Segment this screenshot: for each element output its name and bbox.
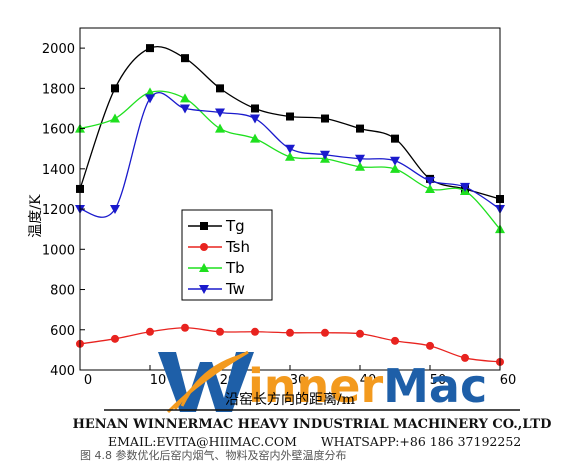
legend-box (181, 209, 273, 301)
legend-label: Tsh (225, 238, 250, 256)
legend-marker (199, 285, 209, 294)
data-point-tsh (286, 328, 294, 337)
data-point-tg (286, 112, 294, 121)
x-tick-label: 40 (360, 373, 377, 388)
data-point-tsh (321, 328, 329, 337)
winnermac-logo: innerMac (158, 350, 487, 414)
data-point-tsh (391, 336, 399, 345)
legend-label: Tb (225, 259, 245, 277)
data-point-tg (181, 54, 189, 63)
brand-logo-text: innerMac (248, 359, 487, 413)
legend-marker (199, 263, 209, 272)
company-name: HENAN WINNERMAC HEAVY INDUSTRIAL MACHINE… (73, 417, 552, 432)
data-point-tw (180, 104, 190, 114)
data-point-tb (215, 123, 225, 133)
data-point-tsh (356, 329, 364, 338)
data-point-tg (251, 104, 259, 113)
data-point-tw (355, 154, 365, 164)
data-point-tw (250, 114, 260, 124)
data-point-tb (285, 151, 295, 161)
data-point-tw (320, 150, 330, 160)
plot-lines (75, 44, 505, 366)
series-line-tg (79, 45, 501, 200)
y-tick-label: 1400 (42, 163, 75, 178)
data-point-tw (110, 205, 120, 215)
x-tick-label: 30 (290, 373, 307, 388)
x-tick-label: 50 (430, 373, 447, 388)
legend-item-tsh: Tsh (188, 238, 250, 256)
contact-line: EMAIL:EVITA@HIIMAC.COM WHATSAPP:+86 186 … (108, 434, 521, 449)
data-point-tw (215, 108, 225, 118)
watermark: innerMac 沿窑长方向的距离/m HENAN WINNERMAC HEAV… (73, 350, 552, 449)
figure-caption: 图 4.8 参数优化后窑内烟气、物料及窑内外壁温度分布 (80, 448, 347, 462)
data-point-tsh (426, 341, 434, 350)
data-point-tsh (146, 327, 154, 336)
legend-item-tb: Tb (188, 259, 245, 277)
legend-label: Tw (225, 280, 245, 298)
data-point-tb (390, 163, 400, 173)
data-point-tw (425, 176, 435, 186)
data-point-tg (146, 44, 154, 53)
data-point-tw (460, 182, 470, 192)
data-point-tsh (181, 323, 189, 332)
data-point-tw (145, 94, 155, 104)
data-point-tsh (461, 353, 469, 362)
y-tick-label: 800 (50, 284, 75, 299)
series-tsh (76, 323, 504, 366)
legend-item-tw: Tw (188, 280, 245, 298)
data-point-tsh (251, 327, 259, 336)
data-point-tb (180, 93, 190, 103)
y-tick-label: 400 (50, 364, 75, 379)
y-tick-label: 600 (50, 324, 75, 339)
y-tick-label: 1600 (42, 123, 75, 138)
series-tb (75, 87, 505, 234)
logo-swoosh-stripe (180, 354, 241, 407)
legend: Tg Tsh Tb Tw (181, 209, 273, 301)
y-tick-label: 1200 (42, 203, 75, 218)
x-tick-label: 0 (84, 373, 92, 388)
data-point-tg (321, 114, 329, 123)
data-point-tw (285, 144, 295, 154)
data-point-tb (355, 161, 365, 171)
data-point-tb (425, 183, 435, 193)
x-tick-label: 60 (500, 373, 517, 388)
data-point-tg (356, 124, 364, 133)
data-point-tg (216, 84, 224, 93)
data-point-tw (390, 156, 400, 166)
y-tick-label: 1800 (42, 82, 75, 97)
legend-label: Tg (225, 217, 245, 235)
y-tick-label: 2000 (42, 42, 75, 57)
y-axis-label: 温度/K (28, 194, 44, 238)
x-axis-label: 沿窑长方向的距离/m (225, 391, 355, 408)
x-tick-label: 10 (150, 373, 167, 388)
legend-item-tg: Tg (188, 217, 245, 235)
data-point-tsh (216, 327, 224, 336)
series-tw (75, 91, 505, 218)
legend-marker (200, 243, 208, 251)
data-point-tb (145, 87, 155, 97)
y-tick-label: 1000 (42, 243, 75, 258)
plot-frame (79, 27, 501, 371)
data-point-tsh (111, 334, 119, 343)
legend-marker (200, 222, 208, 230)
data-point-tg (111, 84, 119, 93)
data-point-tb (110, 113, 120, 123)
data-point-tg (391, 134, 399, 143)
data-point-tb (250, 133, 260, 143)
